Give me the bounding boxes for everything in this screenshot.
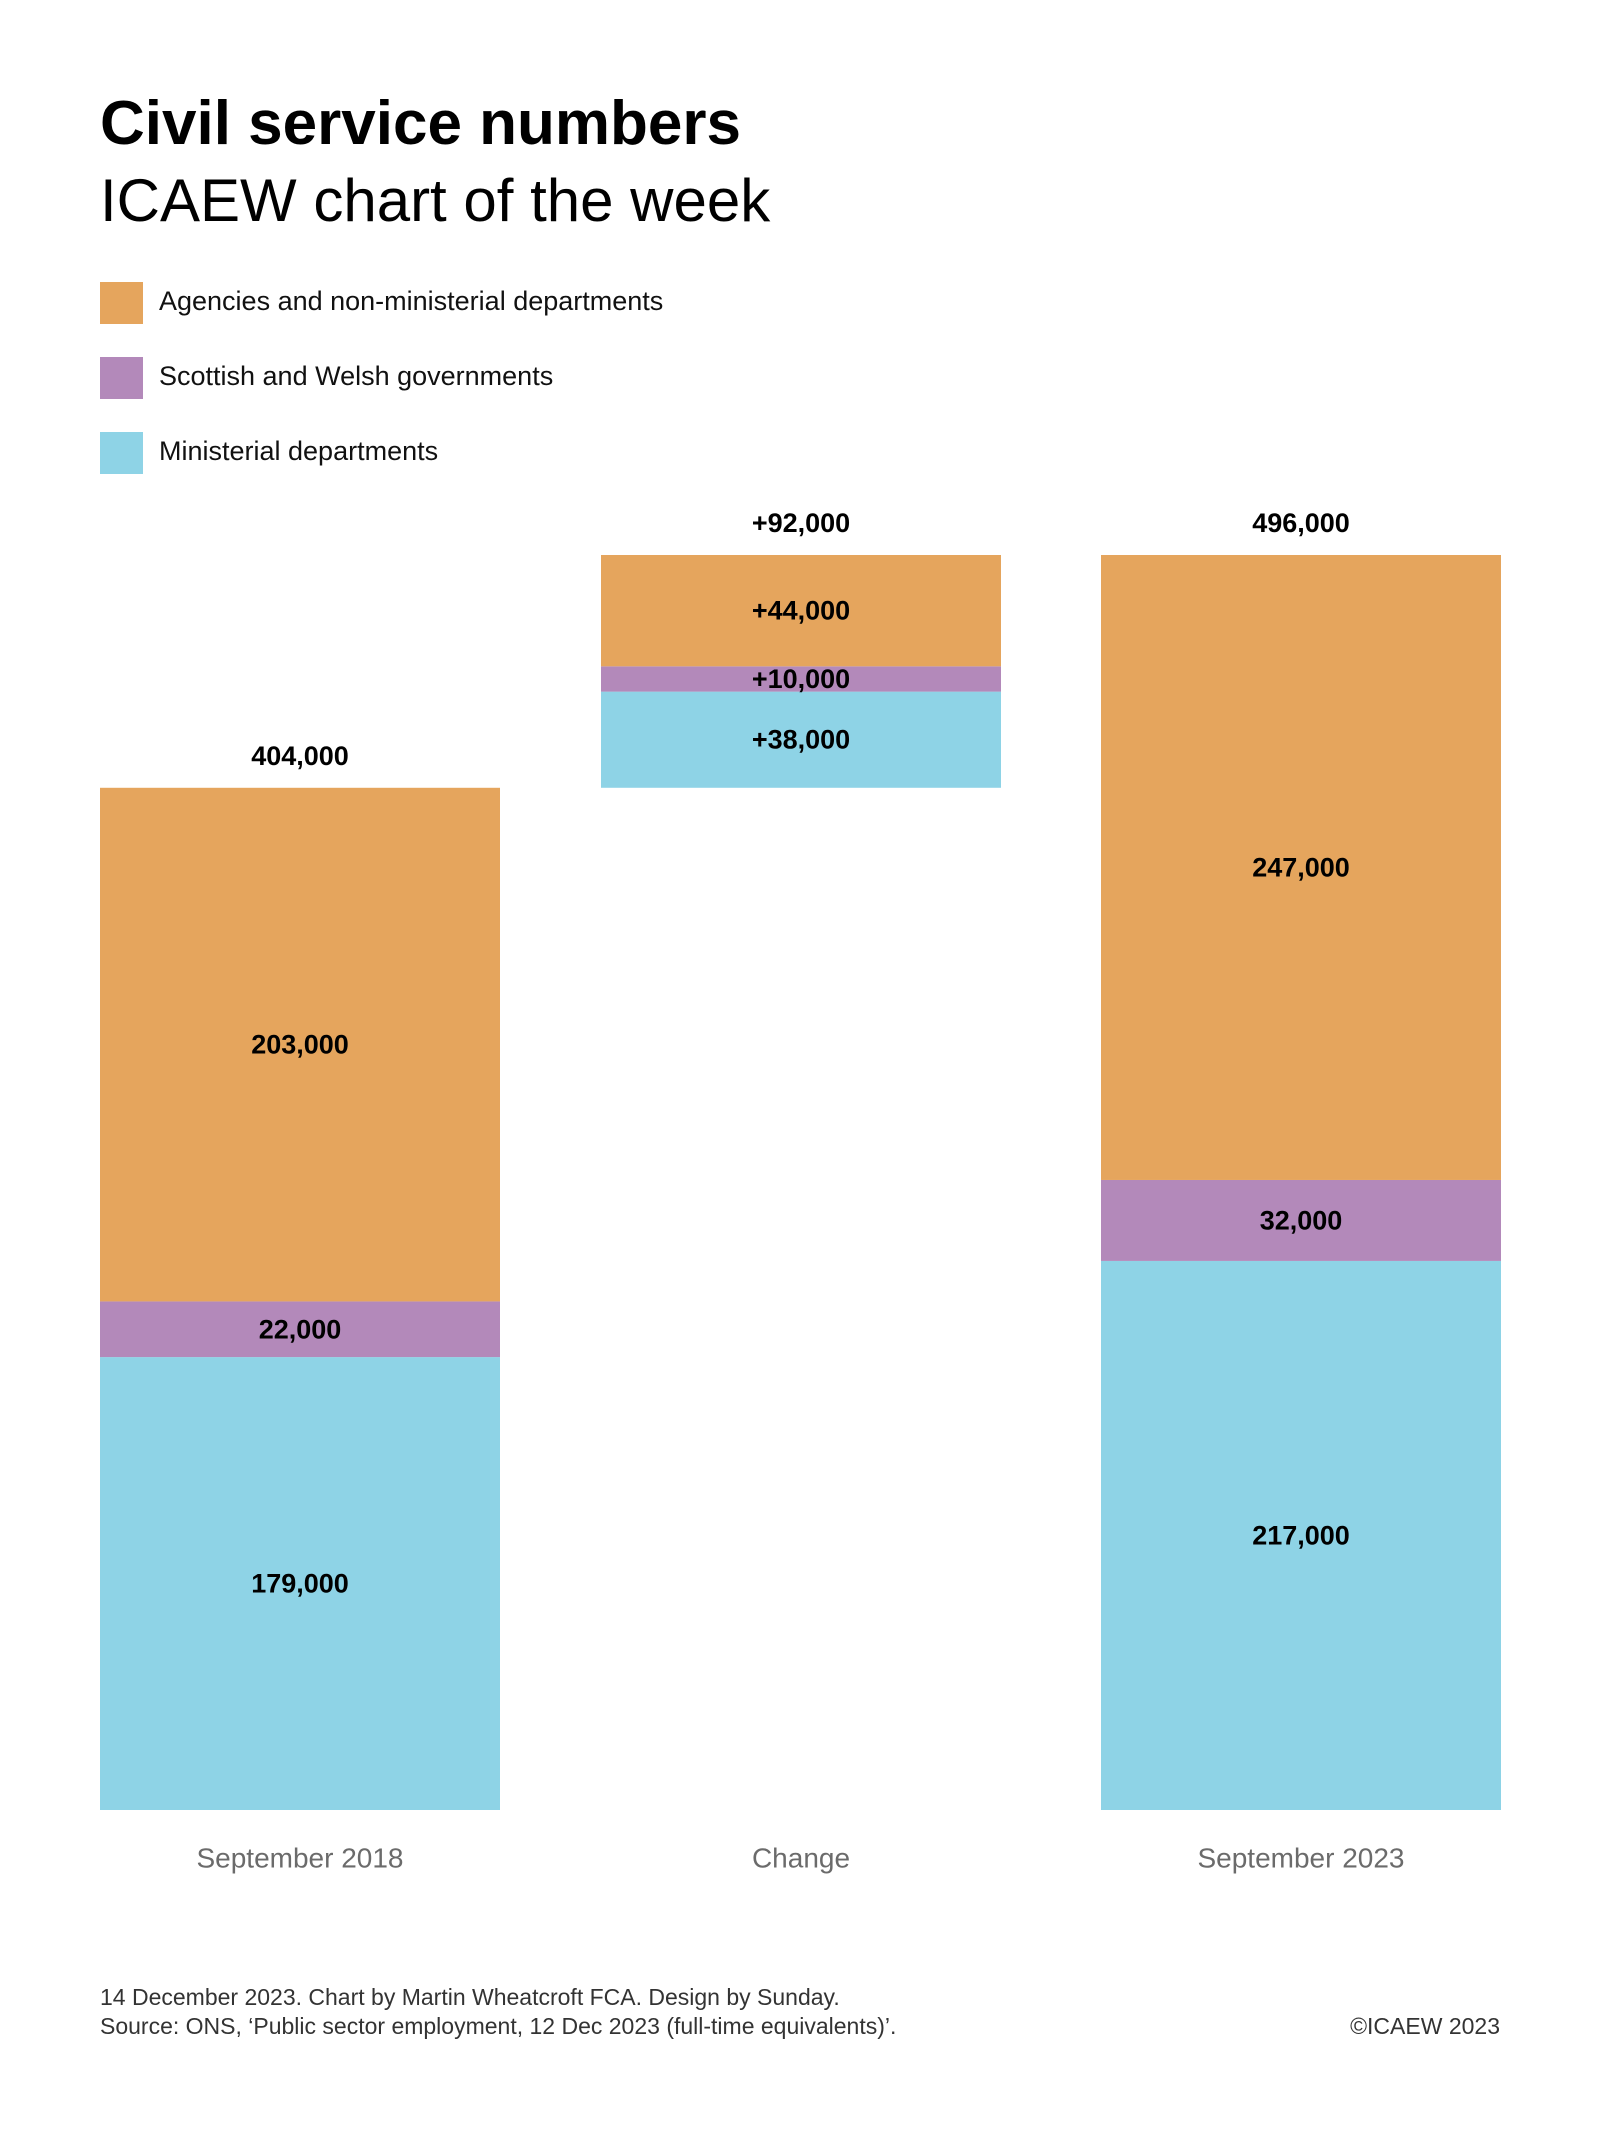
footer-source: Source: ONS, ‘Public sector employment, … — [100, 2013, 897, 2039]
legend-label-ministerial: Ministerial departments — [159, 436, 439, 466]
legend-label-scottish-welsh: Scottish and Welsh governments — [159, 361, 554, 391]
footer-copyright: ©ICAEW 2023 — [1350, 2013, 1500, 2039]
data-label-september-2023-ministerial-departments: 217,000 — [1252, 1520, 1350, 1550]
data-label-september-2023-scottish-and-welsh-governments: 32,000 — [1260, 1205, 1343, 1235]
legend-swatch-agencies — [100, 282, 143, 324]
bar-segment-september-2018-scottish-and-welsh-governments — [100, 1301, 500, 1358]
data-label-change-scottish-and-welsh-governments: +10,000 — [752, 664, 850, 694]
legend-label-agencies: Agencies and non-ministerial departments — [159, 286, 664, 316]
bar-segment-september-2023-agencies-and-non-ministerial-departments — [1101, 555, 1501, 1180]
data-label-change-agencies-and-non-ministerial-departments: +44,000 — [752, 596, 850, 626]
category-label-september-2018: September 2018 — [196, 1843, 403, 1874]
total-label-september-2018: 404,000 — [251, 741, 349, 771]
bar-segment-september-2023-scottish-and-welsh-governments — [1101, 1179, 1501, 1261]
chart-title: Civil service numbers — [100, 89, 741, 158]
data-label-september-2018-scottish-and-welsh-governments: 22,000 — [259, 1314, 342, 1344]
data-label-september-2023-agencies-and-non-ministerial-departments: 247,000 — [1252, 852, 1350, 882]
bar-segment-change-ministerial-departments — [601, 691, 1001, 788]
bar-segment-september-2018-agencies-and-non-ministerial-departments — [100, 787, 500, 1302]
total-label-september-2023: 496,000 — [1252, 508, 1350, 538]
chart-subtitle: ICAEW chart of the week — [100, 167, 771, 234]
bar-segment-change-scottish-and-welsh-governments — [601, 666, 1001, 692]
category-label-change: Change — [752, 1843, 850, 1874]
data-label-september-2018-agencies-and-non-ministerial-departments: 203,000 — [251, 1030, 349, 1060]
legend-swatch-scottish-welsh — [100, 357, 143, 399]
legend-swatch-ministerial — [100, 432, 143, 474]
bar-segment-september-2023-ministerial-departments — [1101, 1260, 1501, 1810]
bar-segment-september-2018-ministerial-departments — [100, 1357, 500, 1810]
footer-credits: 14 December 2023. Chart by Martin Wheatc… — [100, 1984, 840, 2010]
data-label-change-ministerial-departments: +38,000 — [752, 725, 850, 755]
bar-segment-change-agencies-and-non-ministerial-departments — [601, 555, 1001, 667]
total-label-change: +92,000 — [752, 508, 850, 538]
data-label-september-2018-ministerial-departments: 179,000 — [251, 1569, 349, 1599]
stacked-bar-chart: 179,000 22,000 203,000 404,000 September 201… — [100, 508, 1501, 1874]
category-label-september-2023: September 2023 — [1197, 1843, 1404, 1874]
